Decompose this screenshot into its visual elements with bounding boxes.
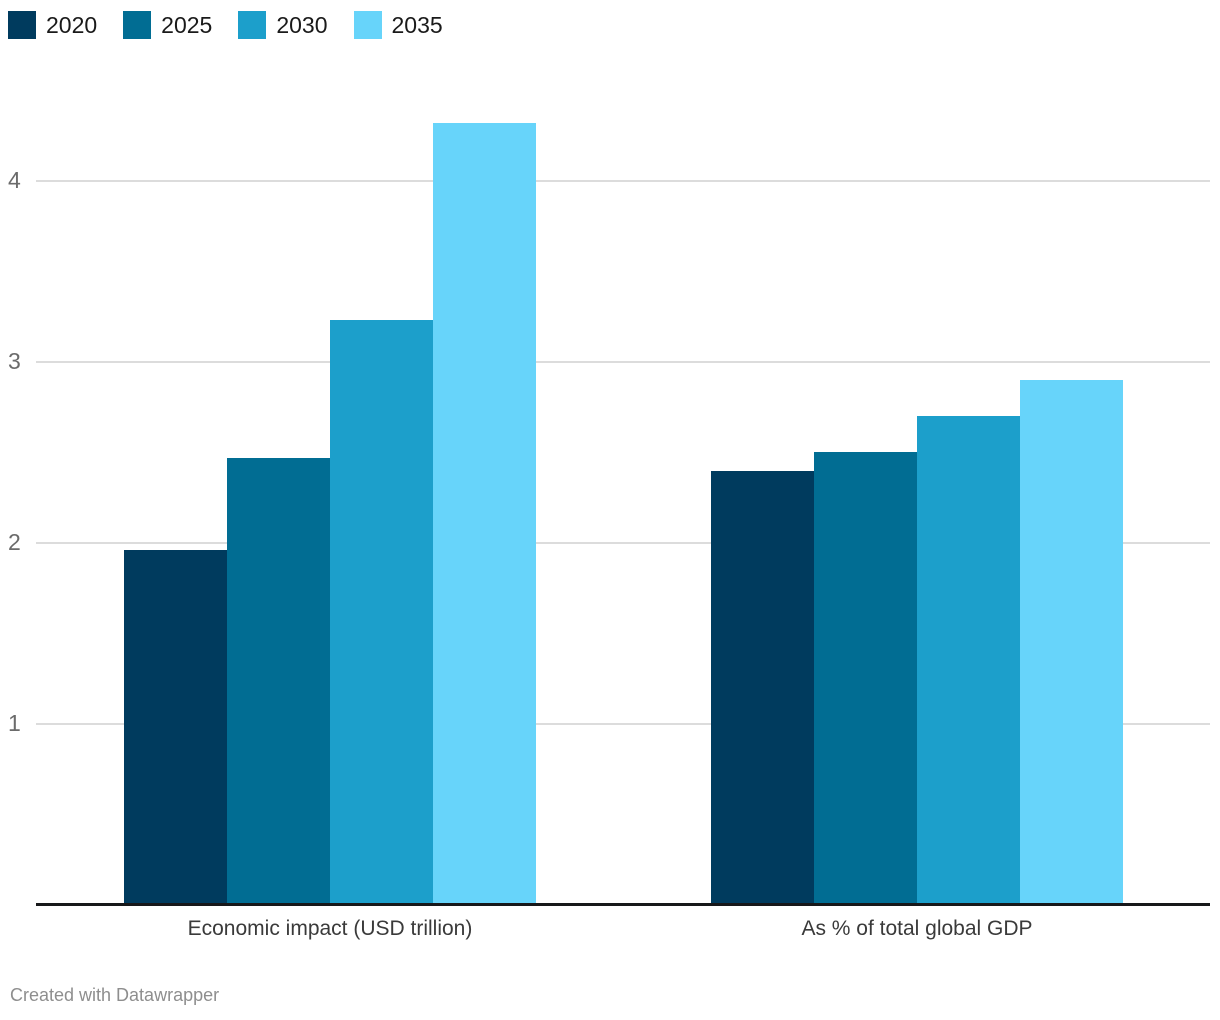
legend-swatch-icon: [238, 11, 267, 39]
legend-swatch-icon: [123, 11, 152, 39]
y-tick-label: 2: [8, 529, 21, 555]
legend-label: 2025: [161, 12, 213, 38]
x-category-label: As % of total global GDP: [801, 917, 1033, 940]
y-tick-label: 3: [8, 348, 21, 374]
legend: 2020 2025 2030 2035: [8, 11, 469, 39]
bar-2025-group2: [814, 452, 917, 905]
y-tick-label: 1: [8, 710, 21, 736]
legend-item-2025: 2025: [123, 11, 212, 39]
legend-swatch-icon: [8, 11, 36, 39]
legend-item-2030: 2030: [238, 11, 328, 39]
y-tick-label: 4: [8, 167, 21, 193]
legend-label: 2020: [46, 12, 98, 38]
bar-2035-group1: [433, 123, 536, 905]
x-axis-line: [36, 903, 1210, 906]
bar-2020-group2: [711, 471, 814, 905]
legend-item-2035: 2035: [353, 11, 443, 39]
x-category-label: Economic impact (USD trillion): [187, 917, 473, 940]
gridline: [36, 180, 1210, 182]
bar-2030-group2: [917, 416, 1020, 905]
bar-2035-group2: [1020, 380, 1123, 905]
legend-label: 2035: [391, 12, 443, 38]
bar-2025-group1: [227, 458, 330, 905]
legend-item-2020: 2020: [8, 11, 97, 39]
gridline: [36, 723, 1210, 725]
bar-2030-group1: [330, 320, 433, 905]
gridline: [36, 361, 1210, 363]
datawrapper-credit: Created with Datawrapper: [10, 985, 220, 1005]
legend-swatch-icon: [353, 11, 382, 39]
bar-2020-group1: [124, 550, 227, 905]
gridline: [36, 542, 1210, 544]
legend-label: 2030: [276, 12, 328, 38]
